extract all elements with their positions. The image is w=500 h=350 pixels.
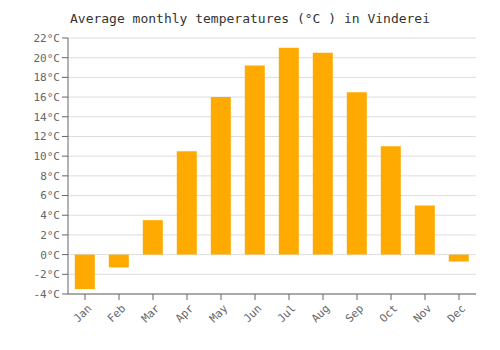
svg-text:18°C: 18°C — [34, 71, 61, 84]
svg-text:May: May — [207, 302, 231, 326]
html-text:Average monthly temperatures (: Average monthly temperatures (°C ) in Vi… — [70, 11, 430, 26]
svg-text:14°C: 14°C — [34, 111, 61, 124]
svg-text:Jun: Jun — [241, 302, 264, 325]
svg-text:-4°C: -4°C — [34, 288, 61, 301]
svg-text:Oct: Oct — [377, 302, 400, 325]
svg-text:Jul: Jul — [275, 302, 298, 325]
svg-text:12°C: 12°C — [34, 130, 61, 143]
svg-text:20°C: 20°C — [34, 52, 61, 65]
svg-text:Jan: Jan — [71, 302, 94, 325]
svg-text:Mar: Mar — [139, 302, 163, 326]
svg-text:6°C: 6°C — [40, 189, 60, 202]
svg-text:Nov: Nov — [411, 302, 435, 326]
svg-text:10°C: 10°C — [34, 150, 61, 163]
svg-text:Feb: Feb — [105, 302, 128, 325]
svg-text:22°C: 22°C — [34, 32, 61, 45]
svg-text:Dec: Dec — [445, 302, 468, 325]
svg-text:0°C: 0°C — [40, 249, 60, 262]
svg-text:16°C: 16°C — [34, 91, 61, 104]
svg-text:-2°C: -2°C — [34, 268, 61, 281]
svg-text:4°C: 4°C — [40, 209, 60, 222]
svg-text:Aug: Aug — [309, 302, 332, 325]
svg-text:Sep: Sep — [343, 302, 366, 325]
svg-text:Apr: Apr — [173, 302, 197, 326]
svg-text:2°C: 2°C — [40, 229, 60, 242]
svg-text:8°C: 8°C — [40, 170, 60, 183]
